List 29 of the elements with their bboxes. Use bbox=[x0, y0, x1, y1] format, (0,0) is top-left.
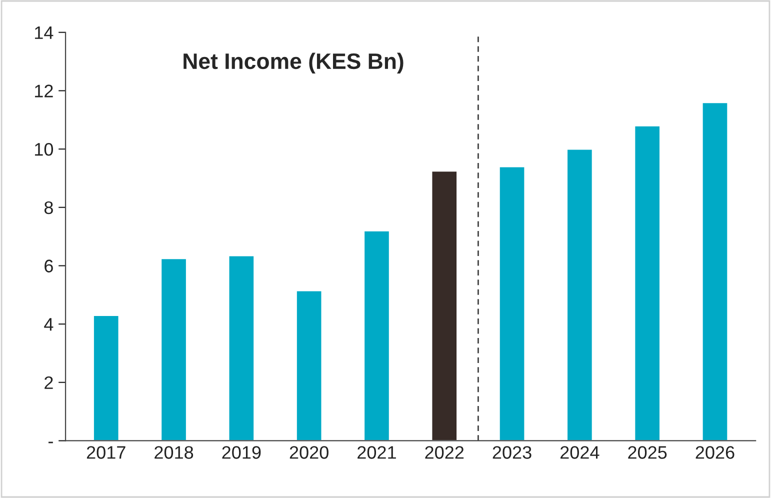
x-tick-label: 2024 bbox=[560, 446, 600, 459]
bar bbox=[498, 166, 526, 441]
y-tick-label: 6 bbox=[44, 260, 53, 272]
x-tick-label: 2020 bbox=[290, 446, 328, 459]
y-tick-label: 2 bbox=[44, 376, 53, 389]
bar bbox=[363, 230, 390, 441]
text: Net Income (KES Bn) bbox=[184, 52, 404, 74]
bar bbox=[701, 102, 729, 441]
bar bbox=[430, 170, 458, 441]
x-tick-label: 2022 bbox=[425, 446, 464, 459]
x-tick-label: 2018 bbox=[154, 446, 194, 459]
bar bbox=[566, 148, 594, 441]
bar bbox=[92, 314, 120, 441]
x-tick-label: 2026 bbox=[696, 446, 734, 459]
bar bbox=[228, 254, 255, 441]
y-tick-label: 12 bbox=[35, 84, 53, 98]
bar bbox=[160, 258, 188, 441]
x-tick-label: 2017 bbox=[86, 446, 126, 459]
x-tick-label: 2019 bbox=[222, 446, 261, 459]
x-tick-label: 2025 bbox=[628, 446, 667, 459]
y-tick-label: 4 bbox=[44, 318, 54, 331]
bar bbox=[634, 125, 661, 441]
y-tick-label: 10 bbox=[35, 142, 54, 156]
y-tick-label: - bbox=[48, 442, 53, 444]
x-tick-label: 2021 bbox=[358, 446, 396, 459]
y-tick-label: 8 bbox=[44, 201, 53, 214]
x-tick-label: 2023 bbox=[492, 446, 532, 459]
y-tick-label: 14 bbox=[35, 26, 54, 39]
bar bbox=[296, 290, 323, 441]
